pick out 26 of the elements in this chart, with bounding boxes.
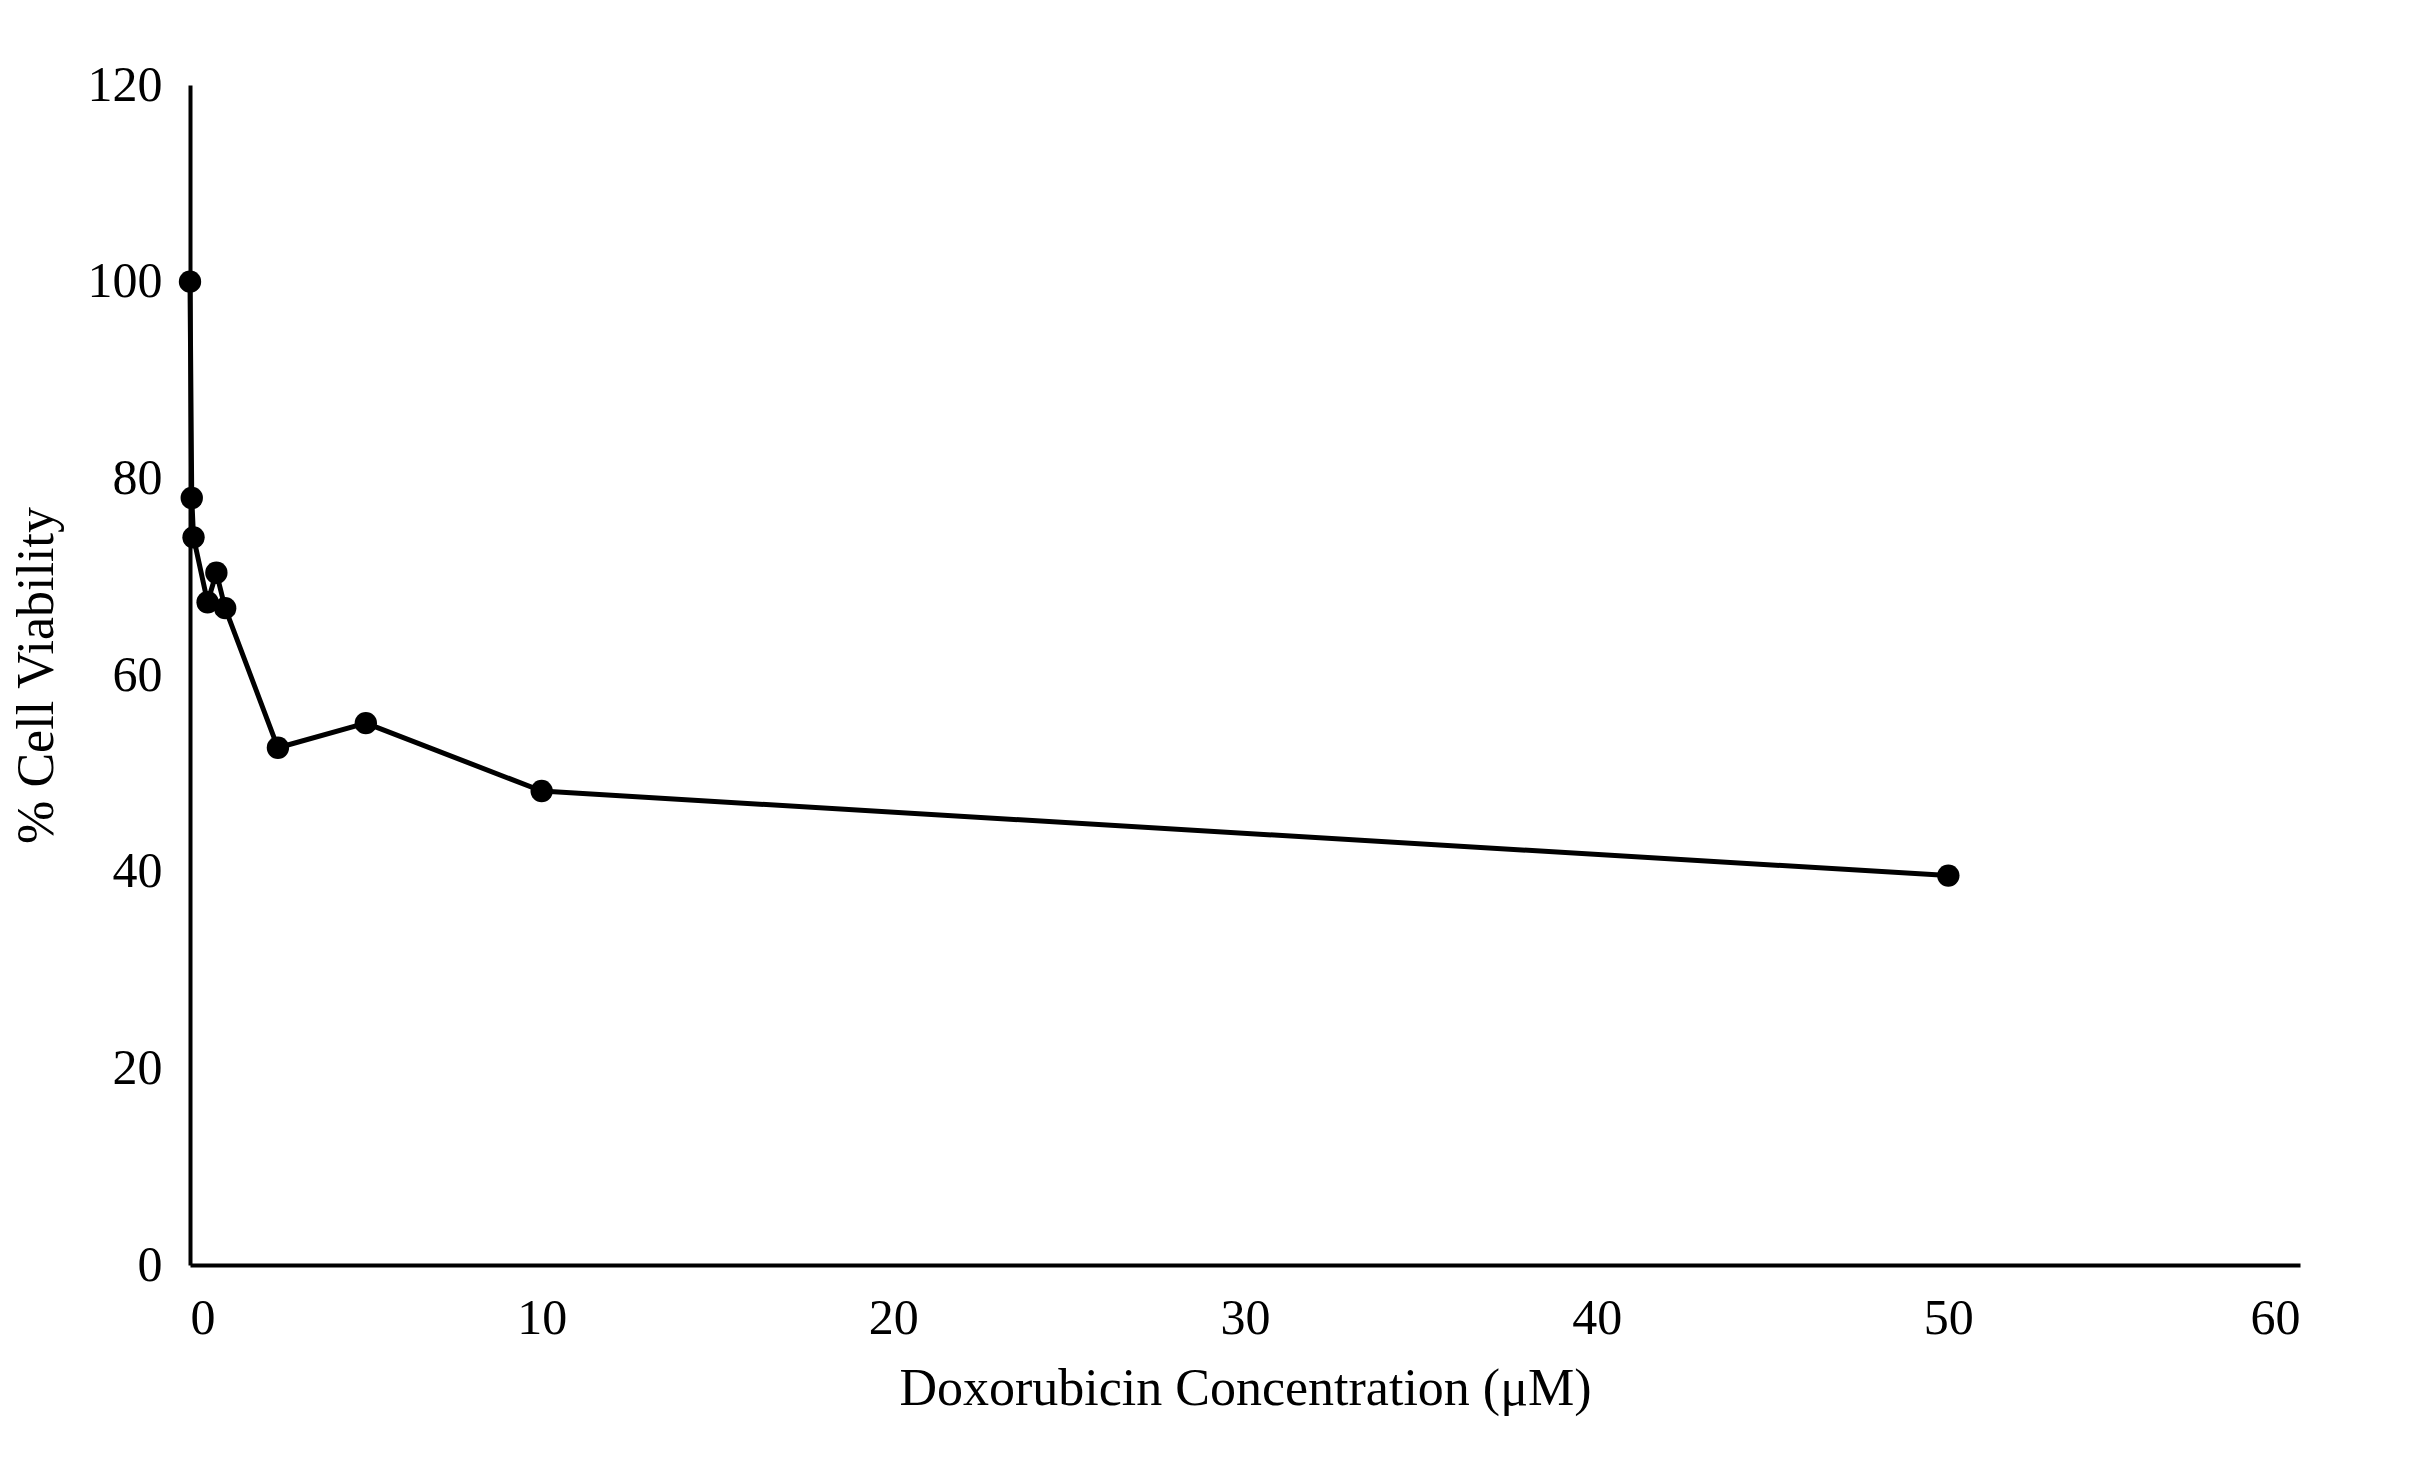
y-tick-label: 120 <box>87 55 163 112</box>
y-tick-label: 100 <box>87 252 163 309</box>
x-tick-label: 30 <box>1220 1288 1271 1345</box>
x-tick-label: 50 <box>1923 1288 1974 1345</box>
x-tick-label: 0 <box>190 1288 216 1345</box>
x-tick-label: 10 <box>517 1288 568 1345</box>
point <box>1937 864 1960 887</box>
x-tick-label: 60 <box>2250 1288 2301 1345</box>
point <box>182 526 205 549</box>
y-tick-label: 80 <box>112 448 163 505</box>
y-tick-label: 20 <box>112 1038 163 1095</box>
point <box>205 561 228 584</box>
y-tick-label: 60 <box>112 645 163 702</box>
point <box>530 779 553 803</box>
y-tick-label: 0 <box>137 1235 163 1292</box>
x-axis-title: Doxorubicin Concentration (μM) <box>899 1358 1592 1417</box>
point <box>354 712 378 735</box>
x-tick-label: 20 <box>868 1288 919 1345</box>
point <box>178 270 202 293</box>
x-tick-label: 40 <box>1572 1288 1623 1345</box>
y-axis-title: % Cell Viability <box>6 507 64 844</box>
y-tick-label: 40 <box>112 842 163 899</box>
point <box>180 486 203 510</box>
point <box>213 596 237 620</box>
point <box>266 736 290 759</box>
point <box>196 591 219 614</box>
